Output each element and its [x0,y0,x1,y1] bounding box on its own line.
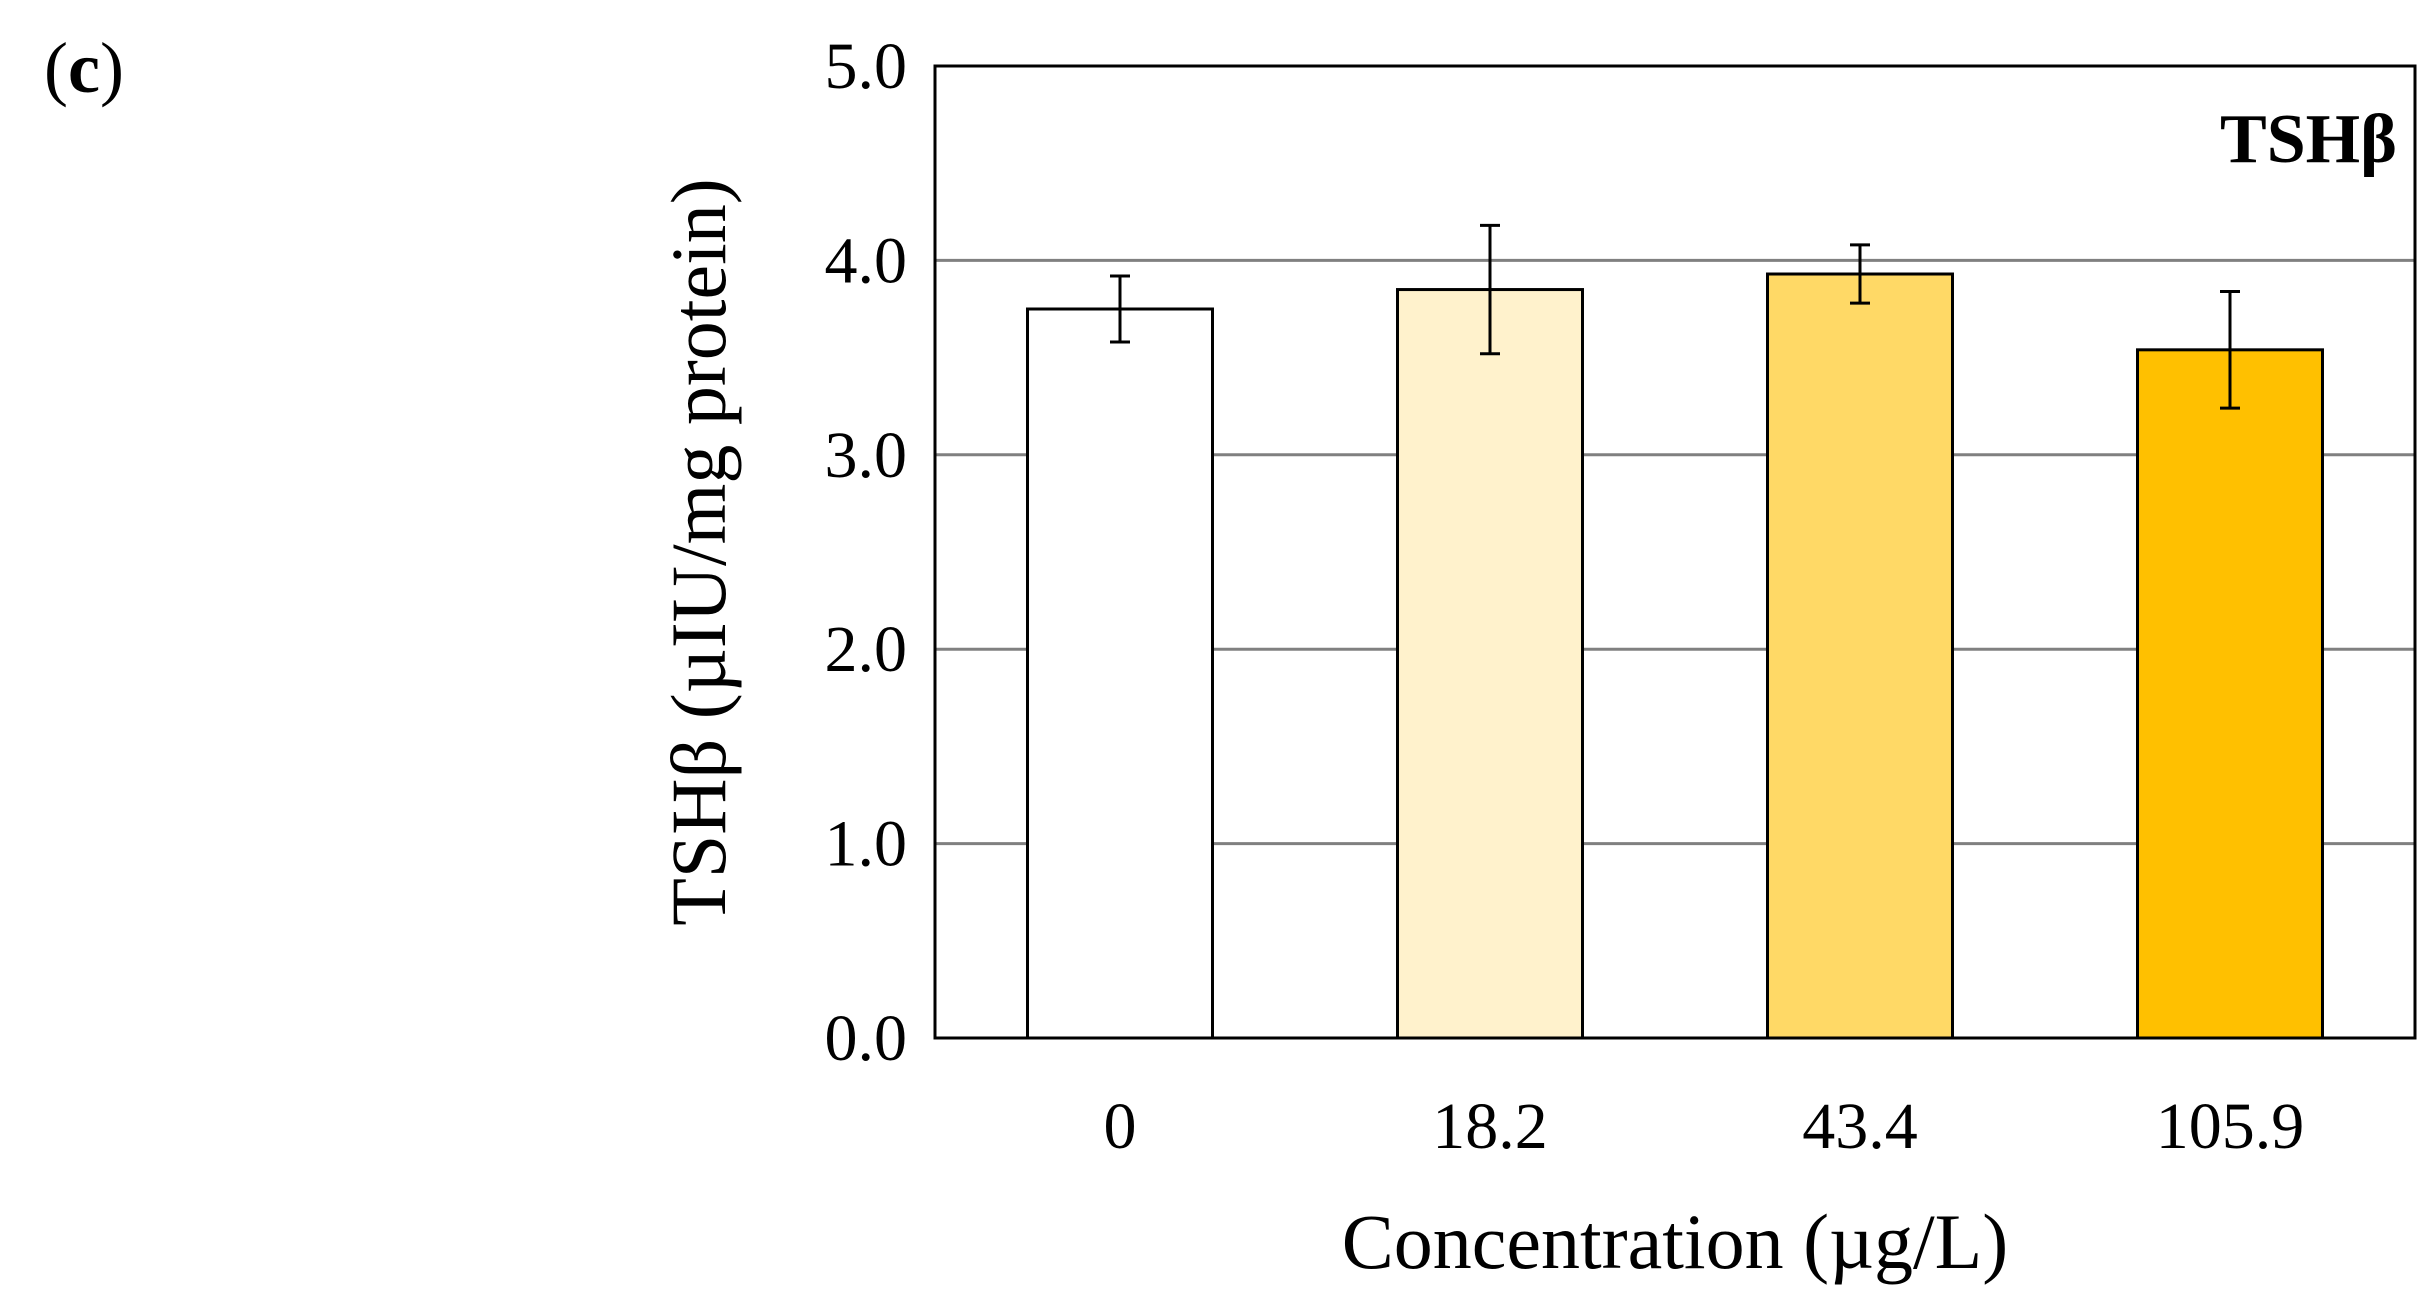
x-tick-label: 43.4 [1802,1090,1918,1163]
bar [1026,307,1214,1040]
y-tick-label: 2.0 [825,613,908,686]
error-bar [2220,290,2240,410]
x-tick-label: 18.2 [1432,1090,1548,1163]
x-tick-label: 0 [1104,1090,1137,1163]
error-bar [1110,274,1130,344]
bars [1026,272,2324,1040]
error-bars [1110,223,2240,410]
inset-label: TSHβ [2220,101,2397,178]
x-axis-title: Concentration (µg/L) [1342,1198,2009,1285]
bar [1766,272,1954,1040]
y-axis-title: TSHβ (µIU/mg protein) [655,178,742,926]
bar [1396,288,1584,1040]
x-tick-label: 105.9 [2156,1090,2305,1163]
y-tick-label: 3.0 [825,419,908,492]
bar [2136,348,2324,1040]
plot-frame [933,64,2417,1040]
y-tick-label: 1.0 [825,808,908,881]
error-bar [1850,243,1870,305]
y-tick-label: 4.0 [825,224,908,297]
y-tick-labels: 0.0 1.0 2.0 3.0 4.0 5.0 [825,30,908,1075]
y-tick-label: 5.0 [825,30,908,103]
error-bar [1480,223,1500,356]
x-tick-labels: 0 18.2 43.4 105.9 [1104,1090,2305,1163]
panel-letter: (c) [44,28,124,108]
y-tick-label: 0.0 [825,1002,908,1075]
